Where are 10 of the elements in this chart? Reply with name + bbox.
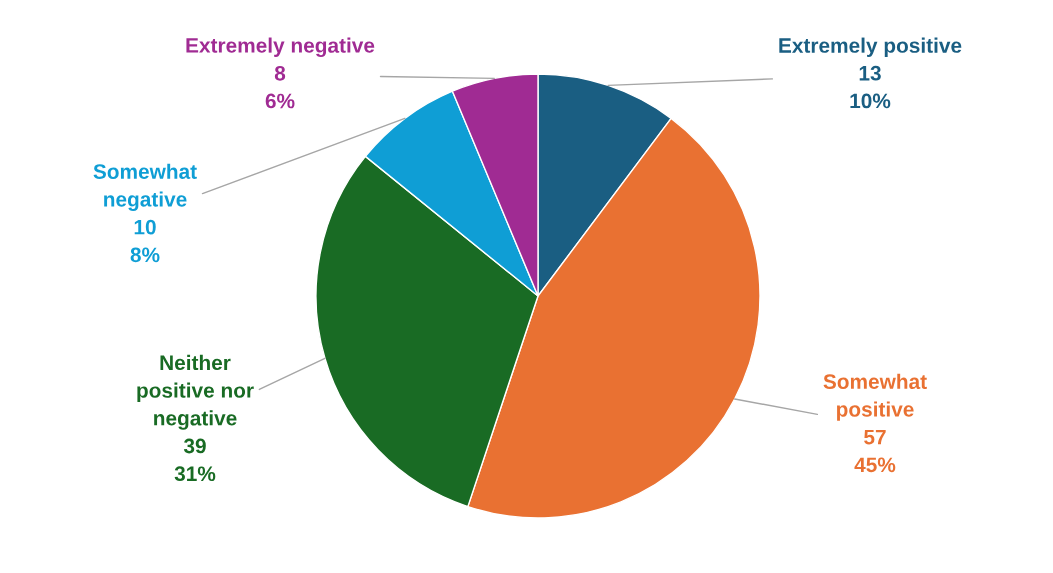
data-label: 8 6% bbox=[265, 65, 295, 109]
slice-label: Extremely negative bbox=[186, 37, 375, 58]
data-label: 57 45% bbox=[854, 429, 896, 473]
data-label: 13 10% bbox=[850, 65, 891, 109]
data-label: 39 31% bbox=[174, 438, 216, 482]
slice-label: Somewhat positive bbox=[823, 373, 927, 421]
data-label: 10 8% bbox=[130, 219, 160, 263]
slice-label: Neither positive nor negative bbox=[137, 354, 254, 430]
slice-label: Somewhat negative bbox=[93, 163, 197, 211]
slice-label: Extremely positive bbox=[779, 37, 962, 57]
